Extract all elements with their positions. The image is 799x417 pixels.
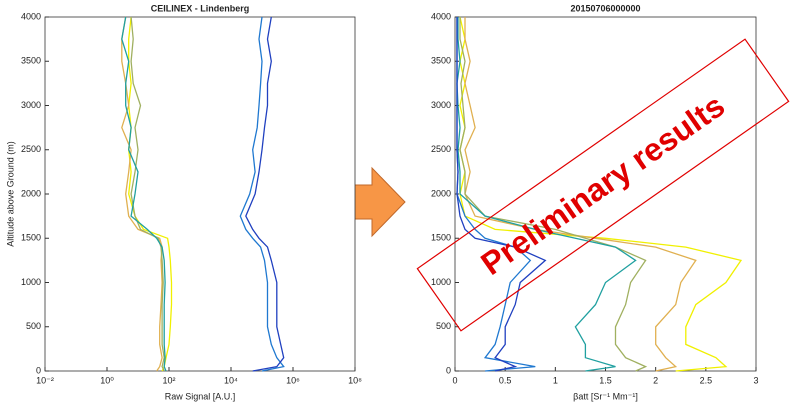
y-tick-label: 500 bbox=[436, 321, 451, 331]
y-tick-label: 2500 bbox=[431, 144, 451, 154]
x-tick-label: 1 bbox=[553, 375, 558, 385]
y-tick-label: 1000 bbox=[21, 277, 41, 287]
x-tick-label: 0.5 bbox=[499, 375, 512, 385]
x-tick-label: 10⁻² bbox=[36, 375, 54, 385]
chart-title: CEILINEX - Lindenberg bbox=[151, 3, 250, 13]
plot-area bbox=[454, 16, 757, 372]
x-tick-label: 0 bbox=[452, 375, 457, 385]
profile-line bbox=[245, 16, 285, 372]
y-tick-label: 1500 bbox=[431, 233, 451, 243]
chart-title: 20150706000000 bbox=[570, 3, 640, 13]
x-tick-label: 3 bbox=[753, 375, 758, 385]
y-tick-label: 2000 bbox=[21, 188, 41, 198]
y-tick-label: 3500 bbox=[21, 56, 41, 66]
x-axis-label: βatt [Sr⁻¹ Mm⁻¹] bbox=[573, 391, 638, 401]
profile-line bbox=[459, 16, 743, 372]
x-tick-label: 2.5 bbox=[700, 375, 713, 385]
annotation-box bbox=[416, 38, 790, 332]
x-axis-label: Raw Signal [A.U.] bbox=[165, 391, 236, 401]
profile-line bbox=[121, 16, 167, 372]
y-axis-label: Altitude above Ground (m) bbox=[5, 141, 15, 247]
y-tick-label: 0 bbox=[36, 365, 41, 375]
y-tick-label: 3000 bbox=[431, 100, 451, 110]
x-tick-label: 10² bbox=[162, 375, 175, 385]
profile-line bbox=[128, 16, 173, 372]
plot-area bbox=[44, 16, 356, 372]
y-tick-label: 4000 bbox=[21, 11, 41, 21]
x-tick-label: 10⁶ bbox=[286, 375, 300, 385]
profile-line bbox=[456, 17, 547, 372]
profile-line bbox=[239, 16, 285, 372]
x-tick-label: 10⁰ bbox=[100, 375, 114, 385]
y-tick-label: 2000 bbox=[431, 188, 451, 198]
x-tick-label: 10⁴ bbox=[224, 375, 238, 385]
y-tick-label: 1500 bbox=[21, 233, 41, 243]
y-tick-label: 0 bbox=[446, 365, 451, 375]
y-tick-label: 2500 bbox=[21, 144, 41, 154]
y-tick-label: 4000 bbox=[431, 11, 451, 21]
y-tick-label: 500 bbox=[26, 321, 41, 331]
x-tick-label: 2 bbox=[653, 375, 658, 385]
y-tick-label: 3000 bbox=[21, 100, 41, 110]
x-tick-label: 1.5 bbox=[599, 375, 612, 385]
x-tick-label: 10⁸ bbox=[348, 375, 362, 385]
profile-line bbox=[130, 16, 165, 372]
y-tick-label: 1000 bbox=[431, 277, 451, 287]
profile-line bbox=[459, 17, 648, 372]
y-tick-label: 3500 bbox=[431, 56, 451, 66]
profile-line bbox=[121, 16, 163, 372]
